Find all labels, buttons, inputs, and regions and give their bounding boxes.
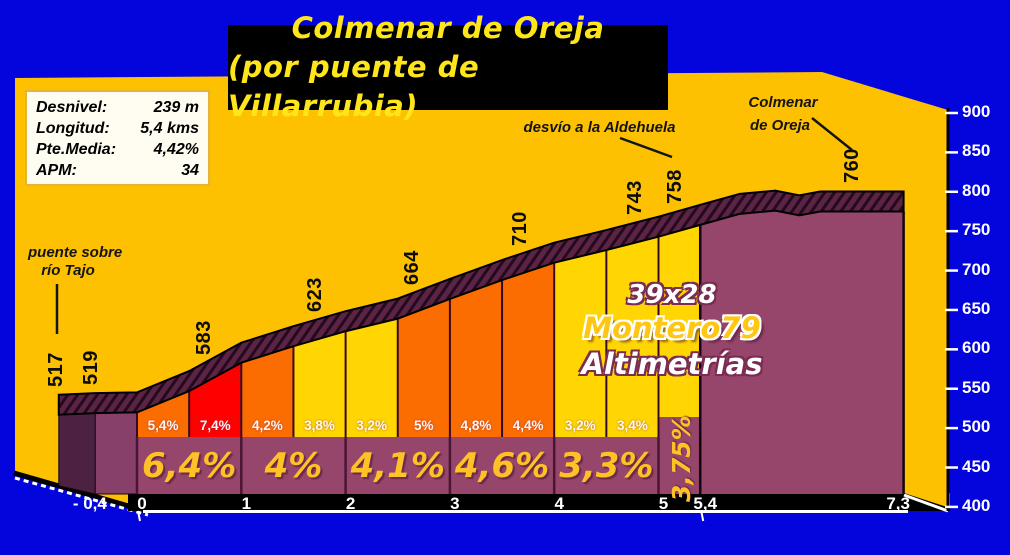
page-subtitle: (por puente de Villarrubia) bbox=[228, 50, 480, 123]
stat-label: Pte.Media: bbox=[36, 141, 117, 158]
stat-row-apm: APM: 34 bbox=[36, 160, 199, 181]
title-box: Colmenar de Oreja (por puente de Villarr… bbox=[228, 11, 668, 123]
stat-row-pendiente-media: Pte.Media: 4,42% bbox=[36, 139, 199, 160]
watermark: 39x28 Montero79 Altimetrías bbox=[512, 279, 832, 382]
stat-label: APM: bbox=[36, 162, 77, 179]
annotation-bridge-line1: puente sobre bbox=[28, 244, 123, 261]
annotation-colmenar-line2: de Oreja bbox=[749, 117, 811, 134]
annotation-colmenar-line1: Colmenar bbox=[748, 94, 818, 111]
watermark-line1: 39x28 bbox=[627, 280, 717, 310]
stat-value: 239 m bbox=[153, 99, 199, 116]
stat-row-desnivel: Desnivel: 239 m bbox=[36, 97, 199, 118]
stat-value: 4,42% bbox=[153, 141, 199, 158]
page-title: Colmenar de Oreja bbox=[291, 11, 605, 45]
stat-value: 5,4 kms bbox=[140, 120, 199, 137]
annotation-aldehuela: desvío a la Aldehuela bbox=[523, 119, 676, 136]
stat-label: Desnivel: bbox=[36, 99, 108, 116]
stats-box: Desnivel: 239 m Longitud: 5,4 kms Pte.Me… bbox=[25, 90, 210, 186]
stat-row-longitud: Longitud: 5,4 kms bbox=[36, 118, 199, 139]
watermark-line2: Montero79 bbox=[583, 311, 761, 345]
watermark-line3: Altimetrías bbox=[581, 347, 763, 381]
annotation-bridge-line2: río Tajo bbox=[41, 262, 95, 279]
stat-value: 34 bbox=[181, 162, 199, 179]
stat-label: Longitud: bbox=[36, 120, 110, 137]
